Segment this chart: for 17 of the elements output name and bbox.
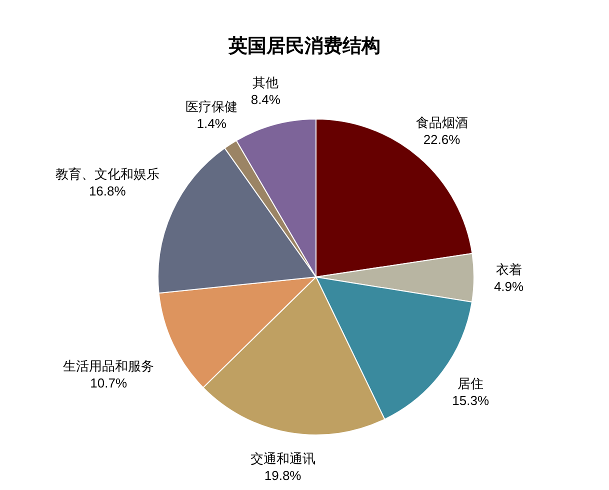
slice-label: 其他 <box>252 74 279 90</box>
slice-label: 衣着 <box>496 262 522 277</box>
data-label: 19.8% <box>264 468 302 483</box>
data-label: 10.7% <box>90 375 128 390</box>
slice-label: 居住 <box>458 376 484 392</box>
data-label: 4.9% <box>494 278 524 294</box>
data-label: 15.3% <box>452 393 490 408</box>
slice-label: 生活用品和服务 <box>63 358 154 374</box>
data-label: 8.4% <box>250 92 281 107</box>
slice-label: 教育、文化和娱乐 <box>55 166 160 182</box>
slice-label: 食品烟酒 <box>416 114 468 130</box>
slice-label: 交通和通讯 <box>250 450 316 466</box>
data-label: 1.4% <box>196 116 227 131</box>
data-label: 16.8% <box>88 183 126 198</box>
slice-label: 医疗保健 <box>186 98 238 114</box>
data-label: 22.6% <box>423 132 461 147</box>
chart-title: 英国居民消费结构 <box>228 35 380 57</box>
